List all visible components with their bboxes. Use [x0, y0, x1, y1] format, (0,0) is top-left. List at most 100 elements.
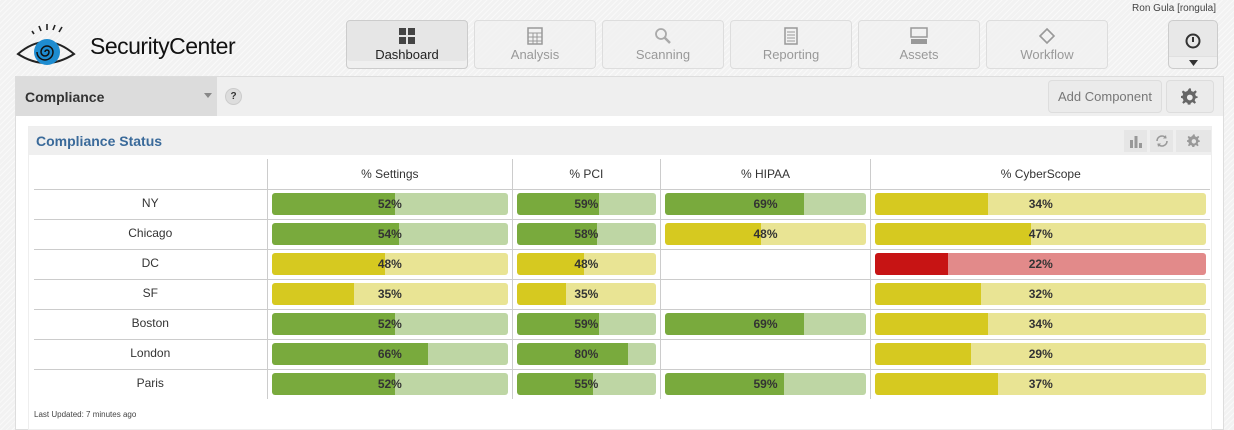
cell-pci: 55%	[512, 369, 661, 399]
chart-view-button[interactable]	[1124, 130, 1147, 152]
compliance-bar-green[interactable]: 69%	[664, 193, 867, 215]
compliance-bar-green[interactable]: 59%	[517, 313, 656, 335]
bar-percent-label: 55%	[574, 377, 599, 392]
bar-percent-label: 66%	[377, 347, 402, 361]
compliance-bar-green[interactable]: 80%	[517, 343, 656, 365]
table-row: DC 48% 48% 22%	[34, 249, 1210, 280]
magnifier-icon	[655, 28, 671, 44]
dashboard-select[interactable]: Compliance	[16, 77, 217, 116]
component-settings-button[interactable]	[1176, 130, 1211, 152]
table-row: London 66% 80% 29%	[34, 339, 1210, 370]
nav-reporting[interactable]: Reporting	[730, 20, 852, 69]
bar-percent-label: 80%	[574, 347, 599, 361]
cell-settings: 52%	[266, 189, 513, 220]
bar-percent-label: 52%	[377, 197, 402, 211]
compliance-bar-red[interactable]: 22%	[875, 253, 1206, 275]
compliance-bar-yellow[interactable]: 47%	[875, 223, 1206, 245]
power-menu-dropdown[interactable]	[1169, 56, 1217, 68]
row-location-name: DC	[34, 249, 267, 280]
logo[interactable]: SecurityCenter	[16, 22, 236, 70]
bar-fill	[271, 283, 355, 305]
bar-percent-label: 54%	[377, 227, 402, 241]
compliance-bar-green[interactable]: 55%	[517, 373, 656, 396]
power-icon	[1185, 33, 1201, 49]
column-header-cyberscope[interactable]: % CyberScope	[870, 159, 1210, 190]
eye-logo-icon	[16, 24, 76, 65]
compliance-bar-yellow[interactable]: 48%	[517, 253, 656, 275]
bar-fill	[875, 223, 1031, 245]
compliance-bar-yellow[interactable]: 34%	[875, 313, 1206, 335]
bar-fill	[875, 283, 982, 305]
bar-percent-label: 35%	[377, 287, 402, 301]
compliance-bar-yellow[interactable]: 48%	[664, 223, 867, 245]
nav-workflow[interactable]: Workflow	[986, 20, 1108, 69]
bar-fill	[875, 253, 949, 275]
row-location-name: Paris	[136, 375, 164, 390]
compliance-bar-green[interactable]: 66%	[271, 343, 509, 365]
bar-percent-label: 59%	[753, 377, 778, 392]
compliance-bar-yellow[interactable]: 32%	[875, 283, 1206, 305]
grid-icon	[399, 28, 415, 44]
compliance-bar-yellow[interactable]: 34%	[875, 193, 1206, 215]
bar-fill	[664, 193, 804, 215]
row-location-name: Boston	[34, 309, 267, 340]
compliance-bar-yellow[interactable]: 48%	[271, 253, 509, 275]
bar-percent-label: 37%	[1028, 377, 1053, 392]
table-header-row: % Settings % PCI % HIPAA % CyberScope	[34, 159, 1210, 190]
compliance-bar-green[interactable]: 52%	[271, 313, 509, 335]
bar-percent-label: 48%	[377, 257, 402, 271]
user-name[interactable]: Ron Gula [rongula]	[1132, 3, 1216, 14]
column-header-hipaa[interactable]: % HIPAA	[659, 159, 871, 190]
compliance-bar-green[interactable]: 54%	[271, 223, 509, 245]
compliance-bar-green[interactable]: 59%	[517, 193, 656, 215]
nav-label: Scanning	[635, 47, 691, 62]
component-header: Compliance Status	[29, 127, 1211, 155]
nav-scanning[interactable]: Scanning	[602, 20, 724, 69]
compliance-bar-green[interactable]: 52%	[271, 373, 509, 396]
help-button[interactable]: ?	[225, 88, 242, 105]
cell-settings: 66%	[266, 339, 513, 370]
compliance-bar-yellow[interactable]: 35%	[517, 283, 656, 305]
bar-percent-label: 47%	[1028, 227, 1053, 241]
column-header-location	[34, 159, 267, 190]
diamond-icon	[1038, 27, 1056, 45]
power-menu-button[interactable]	[1168, 20, 1218, 69]
cell-settings: 52%	[266, 309, 513, 340]
compliance-bar-green[interactable]: 52%	[271, 193, 509, 215]
cell-cyberscope: 34%	[870, 309, 1210, 340]
bar-percent-label: 58%	[574, 227, 599, 241]
compliance-bar-yellow[interactable]: 35%	[271, 283, 509, 305]
compliance-bar-green[interactable]: 69%	[664, 313, 867, 335]
row-location-name: NY	[34, 189, 267, 220]
bar-fill	[664, 223, 762, 245]
compliance-bar-green[interactable]: 59%	[664, 373, 867, 396]
bar-fill	[271, 223, 400, 245]
cell-hipaa	[659, 339, 871, 370]
cell-cyberscope: 34%	[870, 189, 1210, 220]
assets-icon	[910, 27, 928, 44]
nav-analysis[interactable]: Analysis	[474, 20, 596, 69]
compliance-bar-yellow[interactable]: 37%	[875, 373, 1206, 396]
cell-cyberscope: 22%	[870, 249, 1210, 280]
add-component-button[interactable]: Add Component	[1048, 80, 1162, 113]
bar-fill	[517, 253, 584, 275]
column-header-settings[interactable]: % Settings	[266, 159, 513, 190]
bar-fill	[875, 313, 988, 335]
logo-text: SecurityCenter	[90, 32, 236, 59]
bar-fill	[875, 373, 998, 396]
bar-percent-label: 35%	[574, 287, 599, 301]
compliance-bar-yellow[interactable]: 29%	[875, 343, 1206, 365]
component-title: Compliance Status	[36, 133, 163, 149]
dashboard-settings-button[interactable]	[1166, 80, 1214, 113]
refresh-button[interactable]	[1150, 130, 1173, 152]
cell-settings: 35%	[266, 279, 513, 310]
compliance-bar-green[interactable]: 58%	[517, 223, 656, 245]
nav-dashboard[interactable]: Dashboard	[346, 20, 468, 69]
nav-label: Analysis	[510, 47, 560, 62]
dashboard-select-value: Compliance	[25, 88, 105, 105]
gear-icon	[1181, 87, 1198, 105]
column-header-pci[interactable]: % PCI	[512, 159, 661, 190]
nav-label: Workflow	[1020, 47, 1074, 62]
nav-assets[interactable]: Assets	[858, 20, 980, 69]
bar-percent-label: 69%	[753, 197, 778, 211]
